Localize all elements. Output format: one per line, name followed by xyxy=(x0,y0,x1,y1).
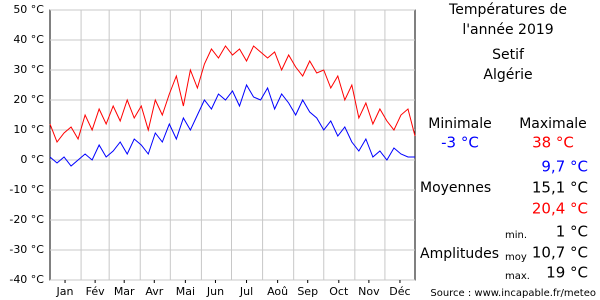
y-tick-label: 50 °C xyxy=(13,3,44,16)
source: Source : www.incapable.fr/meteo xyxy=(430,288,596,299)
x-tick-label: Oct xyxy=(329,285,349,298)
x-tick-label: Sep xyxy=(297,285,318,298)
x-tick-label: Jan xyxy=(56,285,74,298)
amp-max: 19 °C xyxy=(546,264,588,282)
title: Températures de xyxy=(448,2,567,18)
x-tick-label: Mar xyxy=(114,285,135,298)
y-tick-label: 10 °C xyxy=(13,123,44,136)
title: l'année 2019 xyxy=(462,22,553,38)
mean-all: 15,1 °C xyxy=(532,179,588,197)
x-tick-label: Déc xyxy=(389,285,410,298)
x-tick-label: Jul xyxy=(239,285,253,298)
y-tick-label: -10 °C xyxy=(9,183,44,196)
y-tick-label: 0 °C xyxy=(20,153,44,166)
plot-area xyxy=(49,9,416,281)
side-panel: Températures de l'année 2019 Setif Algér… xyxy=(420,2,596,299)
amp-moy-label: moy xyxy=(505,252,527,263)
series-line xyxy=(49,83,415,167)
amp-min-label: min. xyxy=(505,230,527,241)
y-tick-label: -40 °C xyxy=(9,273,44,286)
max-label: Maximale xyxy=(519,116,587,132)
y-tick-label: 40 °C xyxy=(13,33,44,46)
mean-max: 20,4 °C xyxy=(532,200,588,218)
city: Setif xyxy=(492,47,525,63)
x-tick-label: Fév xyxy=(86,285,105,298)
amp-moy: 10,7 °C xyxy=(532,244,588,262)
amp-label: Amplitudes xyxy=(420,246,499,262)
y-tick-label: 30 °C xyxy=(13,63,44,76)
mean-min: 9,7 °C xyxy=(541,158,588,176)
series-line xyxy=(49,45,416,144)
country: Algérie xyxy=(483,67,532,83)
x-tick-label: Jun xyxy=(206,285,224,298)
y-tick-label: -20 °C xyxy=(9,213,44,226)
y-tick-label: 20 °C xyxy=(13,93,44,106)
min-label: Minimale xyxy=(428,116,491,132)
max-value: 38 °C xyxy=(532,134,574,152)
x-tick-label: Mai xyxy=(176,285,195,298)
x-tick-label: Aoû xyxy=(267,285,288,298)
x-tick-label: Nov xyxy=(358,285,380,298)
y-tick-label: -30 °C xyxy=(9,243,44,256)
min-value: -3 °C xyxy=(441,134,479,152)
amp-max-label: max. xyxy=(505,271,530,282)
amp-min: 1 °C xyxy=(556,223,588,241)
mean-label: Moyennes xyxy=(420,180,491,196)
x-tick-label: Avr xyxy=(145,285,163,298)
